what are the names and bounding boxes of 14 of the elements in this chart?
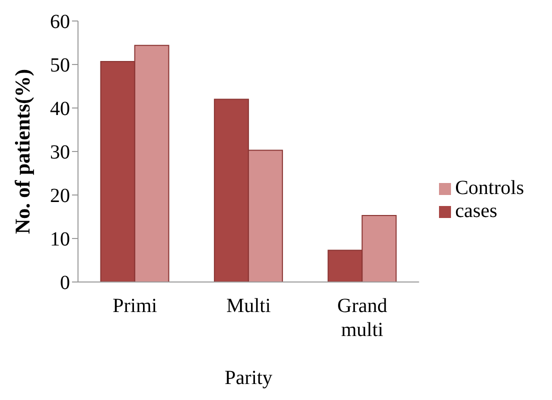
- y-tick-label: 0: [60, 272, 70, 294]
- y-tick-label: 30: [50, 142, 70, 164]
- legend-label: cases: [455, 200, 498, 222]
- y-tick-label: 20: [50, 185, 70, 208]
- y-tick-label: 60: [50, 11, 70, 34]
- x-tick-label: Primi: [112, 295, 158, 317]
- y-tick-label: 10: [50, 228, 70, 251]
- y-tick-label: 50: [50, 54, 70, 77]
- x-tick-label: Multi: [226, 295, 272, 317]
- legend-label: Controls: [455, 177, 524, 199]
- x-axis-title: Parity: [224, 367, 272, 389]
- y-tick-label: 40: [50, 98, 70, 120]
- x-tick-label: Grand multi: [337, 295, 388, 341]
- y-axis-title: No. of patients(%): [10, 68, 34, 234]
